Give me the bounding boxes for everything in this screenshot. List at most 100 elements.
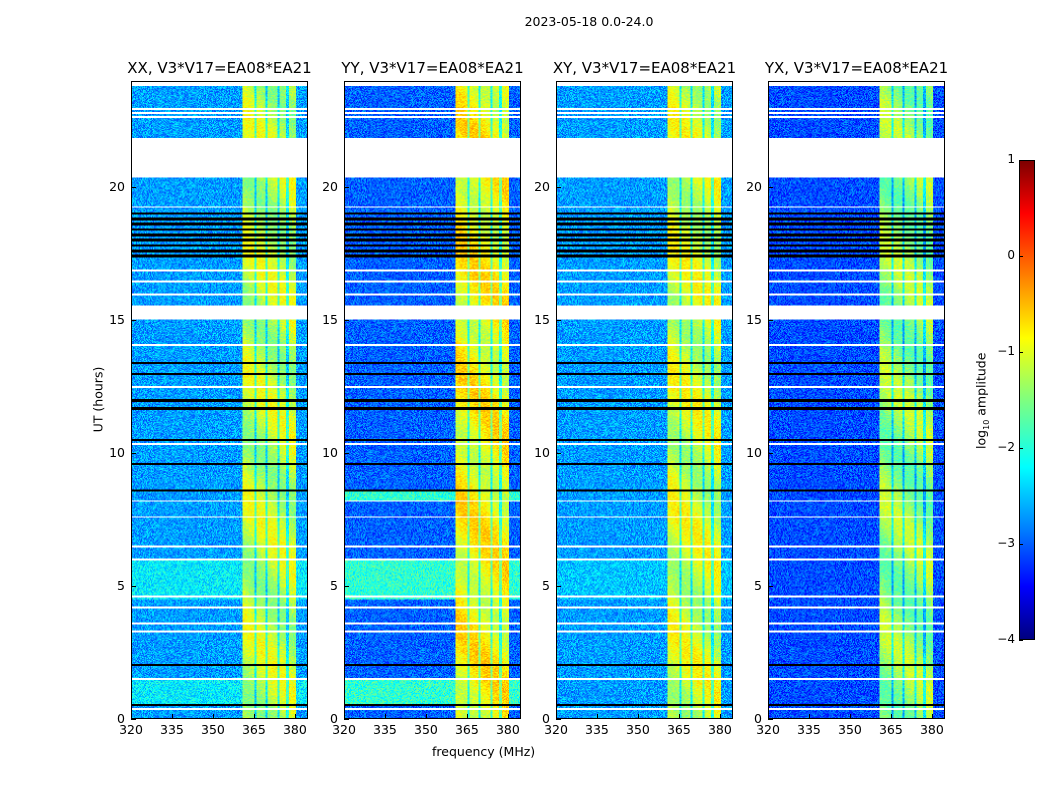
- panel-title: YX, V3*V17=EA08*EA21: [764, 59, 949, 77]
- x-tick-mark: [768, 714, 769, 719]
- colorbar-tick-label: −4: [997, 632, 1015, 646]
- x-tick-label: 380: [495, 722, 520, 737]
- y-tick-mark: [131, 187, 136, 189]
- y-tick-label: 0: [330, 711, 338, 726]
- heatmap-panel-1: [344, 81, 521, 719]
- x-tick-mark: [131, 714, 132, 719]
- y-tick-mark: [768, 187, 773, 189]
- y-axis-label: UT (hours): [90, 366, 106, 433]
- x-tick-mark: [890, 714, 892, 719]
- colorbar-tick-mark: [1019, 256, 1023, 257]
- colorbar-label-sub: 10: [981, 419, 991, 430]
- colorbar-tick-mark: [1019, 160, 1023, 161]
- y-tick-label: 20: [322, 179, 338, 195]
- y-tick-label: 5: [754, 578, 762, 594]
- figure-title: 2023-05-18 0.0-24.0: [524, 14, 654, 29]
- y-tick-mark: [131, 719, 136, 720]
- colorbar-tick-label: −3: [997, 536, 1015, 550]
- y-tick-label: 15: [746, 312, 762, 328]
- x-tick-mark: [344, 714, 345, 719]
- x-axis-label: frequency (MHz): [432, 744, 536, 759]
- panel-title: XX, V3*V17=EA08*EA21: [127, 59, 312, 77]
- y-tick-mark: [131, 586, 136, 588]
- x-tick-mark: [719, 714, 721, 719]
- x-tick-label: 365: [878, 722, 903, 737]
- x-tick-mark: [384, 714, 386, 719]
- x-tick-mark: [637, 714, 639, 719]
- y-tick-label: 5: [117, 578, 125, 594]
- y-tick-mark: [344, 320, 349, 322]
- colorbar-tick-mark: [1019, 448, 1023, 449]
- y-tick-mark: [344, 719, 349, 720]
- x-tick-mark: [466, 714, 468, 719]
- heatmap-image: [769, 82, 944, 718]
- x-tick-mark: [212, 714, 214, 719]
- y-tick-mark: [131, 453, 136, 455]
- y-tick-mark: [344, 586, 349, 588]
- colorbar-tick-mark: [1019, 640, 1023, 641]
- colorbar-tick-label: 1: [1007, 152, 1015, 166]
- y-tick-label: 10: [534, 445, 550, 461]
- x-tick-label: 335: [585, 722, 609, 737]
- x-tick-label: 365: [454, 722, 479, 737]
- y-tick-label: 10: [322, 445, 338, 461]
- y-tick-label: 15: [322, 312, 338, 328]
- panel-title: YY, V3*V17=EA08*EA21: [341, 59, 524, 77]
- y-tick-mark: [556, 187, 561, 189]
- y-tick-label: 15: [534, 312, 550, 328]
- y-tick-label: 0: [117, 711, 125, 726]
- y-tick-label: 0: [542, 711, 550, 726]
- y-tick-mark: [768, 586, 773, 588]
- x-tick-mark: [931, 714, 933, 719]
- x-tick-label: 320: [332, 722, 356, 737]
- heatmap-panel-0: [131, 81, 308, 719]
- x-tick-mark: [294, 714, 296, 719]
- x-tick-label: 350: [838, 722, 862, 737]
- colorbar-label-rest: amplitude: [973, 352, 989, 420]
- heatmap-image: [345, 82, 520, 718]
- colorbar-tick-label: −1: [997, 344, 1015, 358]
- y-tick-label: 10: [109, 445, 125, 461]
- y-tick-label: 0: [754, 711, 762, 726]
- y-tick-mark: [556, 453, 561, 455]
- y-tick-mark: [556, 719, 561, 720]
- colorbar-tick-mark: [1019, 352, 1023, 353]
- y-tick-mark: [344, 187, 349, 189]
- y-tick-mark: [768, 719, 773, 720]
- y-tick-label: 20: [746, 179, 762, 195]
- y-tick-mark: [344, 453, 349, 455]
- y-tick-mark: [768, 453, 773, 455]
- colorbar-tick-label: −2: [997, 440, 1015, 454]
- x-tick-mark: [507, 714, 509, 719]
- heatmap-image: [557, 82, 732, 718]
- x-tick-label: 350: [626, 722, 650, 737]
- y-tick-label: 20: [109, 179, 125, 195]
- x-tick-label: 380: [919, 722, 944, 737]
- x-tick-label: 350: [414, 722, 438, 737]
- colorbar: [1019, 160, 1035, 640]
- x-tick-mark: [253, 714, 255, 719]
- heatmap-image: [132, 82, 307, 718]
- y-tick-label: 5: [542, 578, 550, 594]
- y-tick-mark: [131, 320, 136, 322]
- x-tick-label: 335: [160, 722, 184, 737]
- y-tick-mark: [768, 320, 773, 322]
- y-tick-label: 5: [330, 578, 338, 594]
- x-tick-mark: [849, 714, 851, 719]
- x-tick-label: 320: [119, 722, 143, 737]
- x-tick-label: 320: [756, 722, 780, 737]
- colorbar-label: log10 amplitude: [973, 351, 991, 451]
- x-tick-mark: [171, 714, 173, 719]
- x-tick-label: 335: [797, 722, 821, 737]
- x-tick-mark: [556, 714, 557, 719]
- y-tick-mark: [556, 586, 561, 588]
- y-tick-label: 20: [534, 179, 550, 195]
- y-tick-label: 10: [746, 445, 762, 461]
- colorbar-tick-label: 0: [1007, 248, 1015, 262]
- x-tick-label: 320: [544, 722, 568, 737]
- x-tick-label: 380: [282, 722, 307, 737]
- x-tick-mark: [425, 714, 427, 719]
- heatmap-panel-3: [768, 81, 945, 719]
- x-tick-mark: [808, 714, 810, 719]
